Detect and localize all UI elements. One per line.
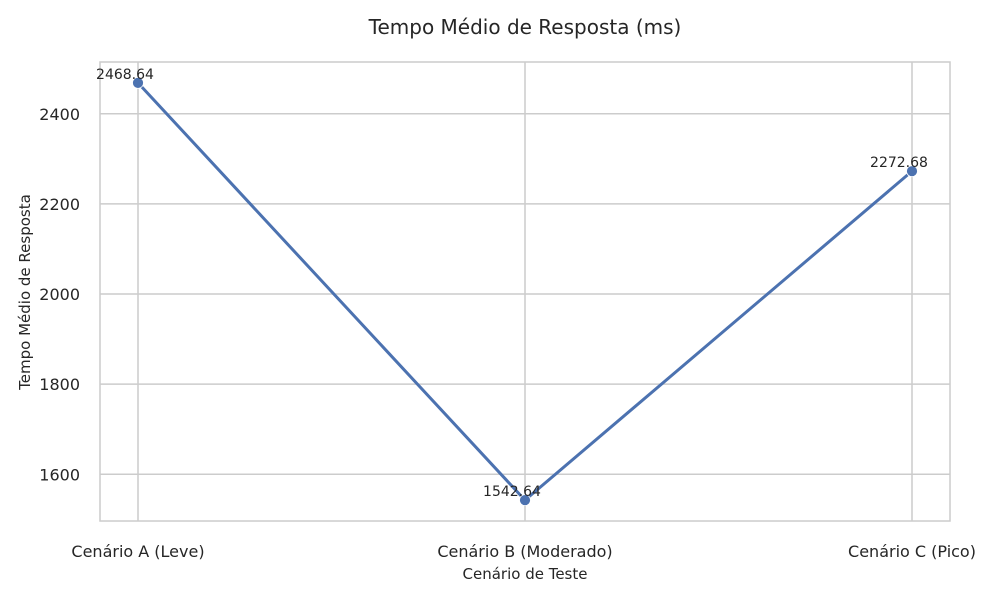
data-point [906, 165, 918, 178]
x-tick-labels: Cenário A (Leve) Cenário B (Moderado) Cená… [71, 542, 976, 561]
data-point [132, 76, 144, 89]
x-tick-label: Cenário A (Leve) [71, 542, 204, 561]
data-point [519, 494, 531, 507]
y-tick-label: 2000 [39, 285, 80, 304]
data-labels: 2468.64 1542.64 2272.68 [96, 67, 928, 500]
y-tick-label: 2200 [39, 195, 80, 214]
x-tick-label: Cenário B (Moderado) [437, 542, 612, 561]
y-tick-label: 1800 [39, 375, 80, 394]
plot-area-frame [99, 61, 951, 522]
data-label: 2468.64 [96, 67, 154, 83]
y-axis-label: Tempo Médio de Resposta [16, 194, 34, 391]
y-tick-label: 2400 [39, 105, 80, 124]
data-label: 1542.64 [483, 484, 541, 500]
points-layer [132, 76, 918, 507]
x-axis-label: Cenário de Teste [463, 565, 588, 583]
data-label: 2272.68 [870, 155, 928, 171]
grid-lines [100, 62, 950, 521]
y-tick-labels: 1600 1800 2000 2200 2400 [39, 105, 80, 484]
y-tick-label: 1600 [39, 465, 80, 484]
x-tick-label: Cenário C (Pico) [848, 542, 976, 561]
chart-title: Tempo Médio de Resposta (ms) [368, 15, 682, 39]
